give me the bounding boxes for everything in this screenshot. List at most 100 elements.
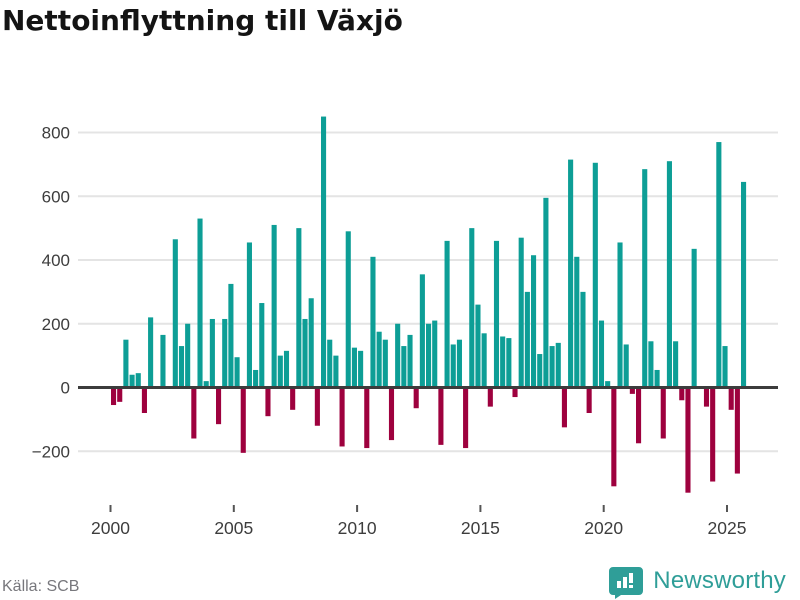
bar	[135, 373, 141, 388]
bar	[240, 387, 246, 453]
bar	[111, 387, 117, 406]
bar	[345, 231, 351, 388]
x-axis-label: 2010	[338, 518, 377, 538]
bar	[568, 159, 574, 388]
bar	[209, 318, 215, 388]
bar	[432, 320, 438, 388]
bar	[734, 387, 740, 474]
bar	[234, 357, 240, 388]
bar	[450, 344, 456, 388]
bar	[605, 381, 611, 388]
bar	[531, 255, 537, 388]
bar	[321, 116, 327, 388]
bar	[666, 161, 672, 388]
bar	[290, 387, 296, 410]
y-axis-label: 0	[61, 379, 70, 398]
bar	[296, 228, 302, 388]
bar	[172, 239, 178, 388]
bar	[333, 355, 339, 388]
bar	[481, 333, 487, 388]
bar	[314, 387, 320, 426]
bar	[598, 320, 605, 388]
bar	[673, 341, 679, 388]
bar	[160, 334, 166, 388]
y-axis-label: 800	[42, 124, 70, 143]
bar	[283, 350, 290, 388]
bar	[574, 256, 580, 388]
bar	[741, 181, 747, 388]
x-axis-label: 2000	[91, 518, 130, 538]
x-axis-label: 2015	[461, 518, 500, 538]
bar	[512, 387, 518, 398]
bar	[642, 169, 648, 388]
bar	[358, 350, 364, 388]
newsworthy-wordmark: Newsworthy	[653, 567, 786, 594]
bar	[185, 323, 191, 388]
newsworthy-icon	[609, 567, 644, 599]
bar	[277, 355, 283, 388]
bar	[654, 369, 660, 388]
newsworthy-logo: Newsworthy	[608, 563, 786, 599]
bar	[543, 197, 549, 388]
bar	[611, 387, 617, 487]
bar	[364, 387, 370, 449]
bar	[580, 291, 586, 388]
bar	[401, 346, 407, 388]
y-axis-label: 600	[42, 187, 70, 206]
bar	[265, 387, 271, 417]
bar	[259, 303, 265, 388]
bar	[617, 242, 623, 388]
bar	[395, 323, 401, 388]
bar	[555, 342, 561, 388]
bar	[271, 224, 277, 388]
bar	[228, 283, 234, 388]
bar	[302, 318, 308, 388]
bar	[141, 387, 147, 413]
bar	[308, 298, 314, 388]
bar	[246, 242, 252, 388]
x-axis-label: 2020	[584, 518, 623, 538]
bar	[463, 387, 469, 449]
bar	[660, 387, 666, 439]
bar	[178, 346, 185, 388]
bar	[388, 387, 395, 441]
bar	[456, 339, 462, 388]
bar	[444, 240, 450, 388]
x-axis-label: 2005	[214, 518, 253, 538]
bar	[370, 256, 376, 388]
bar	[203, 381, 209, 388]
bar	[679, 387, 685, 401]
bar	[710, 387, 716, 482]
bar	[648, 341, 654, 388]
bar	[339, 387, 345, 447]
bar	[419, 274, 425, 388]
y-axis-label: −200	[32, 442, 70, 461]
bar	[407, 334, 413, 388]
bar	[722, 346, 728, 388]
y-axis-label: 400	[42, 251, 70, 270]
bar	[728, 387, 734, 410]
bar	[129, 374, 135, 388]
bar	[376, 331, 382, 388]
bar	[500, 336, 506, 388]
bar	[524, 291, 530, 388]
bar	[629, 387, 635, 394]
bar	[123, 339, 129, 388]
bar	[438, 387, 444, 445]
bar	[691, 248, 697, 388]
bar	[191, 387, 197, 439]
y-axis-label: 200	[42, 315, 70, 334]
bar	[703, 387, 710, 407]
bar	[586, 387, 592, 413]
bar	[716, 142, 722, 388]
bar	[222, 318, 228, 388]
bar	[117, 387, 123, 402]
bar	[426, 323, 432, 388]
bar	[518, 237, 524, 388]
bar	[636, 387, 642, 444]
bar	[216, 387, 222, 425]
bar	[549, 346, 555, 388]
bar	[351, 347, 357, 388]
bar	[413, 387, 419, 409]
